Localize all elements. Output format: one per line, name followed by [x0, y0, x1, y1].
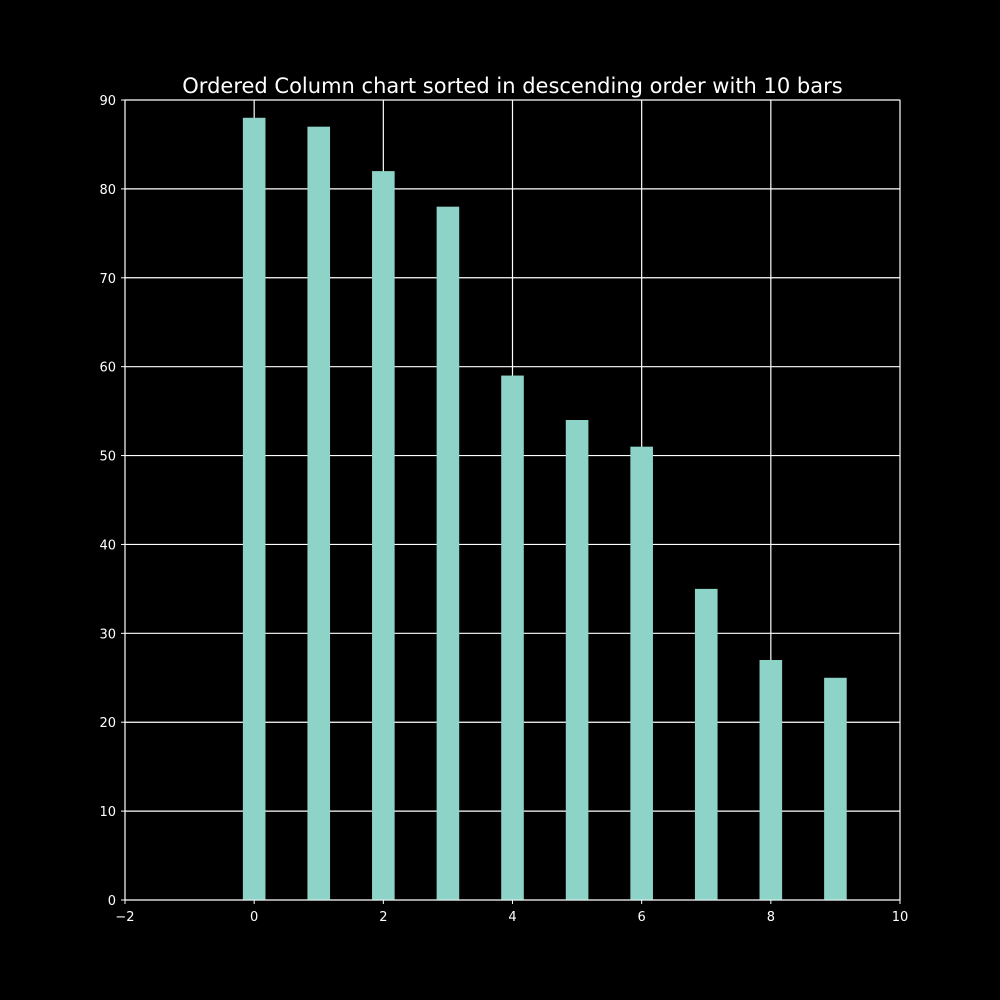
y-tick-label: 90 — [99, 94, 116, 109]
y-tick-label: 50 — [99, 450, 116, 465]
y-tick-label: 40 — [99, 538, 116, 553]
chart-title: Ordered Column chart sorted in descendin… — [182, 74, 842, 98]
y-tick-label: 10 — [99, 805, 116, 820]
bar — [307, 126, 331, 900]
y-tick-label: 20 — [99, 716, 116, 731]
x-tick-label: −2 — [115, 910, 134, 925]
x-tick-label: 0 — [250, 910, 258, 925]
bar — [759, 660, 783, 900]
y-tick-label: 60 — [99, 361, 116, 376]
bar — [630, 446, 653, 900]
y-axis-ticks: 0 10 20 30 40 50 60 70 80 90 — [99, 94, 125, 909]
x-tick-label: 6 — [638, 910, 646, 925]
bar — [824, 677, 847, 900]
y-tick-label: 0 — [108, 894, 116, 909]
bars — [242, 117, 847, 901]
x-tick-label: 4 — [508, 910, 516, 925]
bar — [565, 420, 589, 900]
bar — [436, 206, 460, 900]
x-tick-label: 10 — [892, 910, 909, 925]
x-tick-label: 8 — [767, 910, 775, 925]
y-tick-label: 30 — [99, 627, 116, 642]
bar — [501, 375, 524, 900]
x-tick-label: 2 — [379, 910, 387, 925]
y-tick-label: 80 — [99, 183, 116, 198]
bar — [242, 117, 266, 901]
x-axis-ticks: −2 0 2 4 6 8 10 — [115, 900, 908, 925]
bar — [694, 588, 718, 900]
y-tick-label: 70 — [99, 272, 116, 287]
bar — [372, 171, 395, 901]
